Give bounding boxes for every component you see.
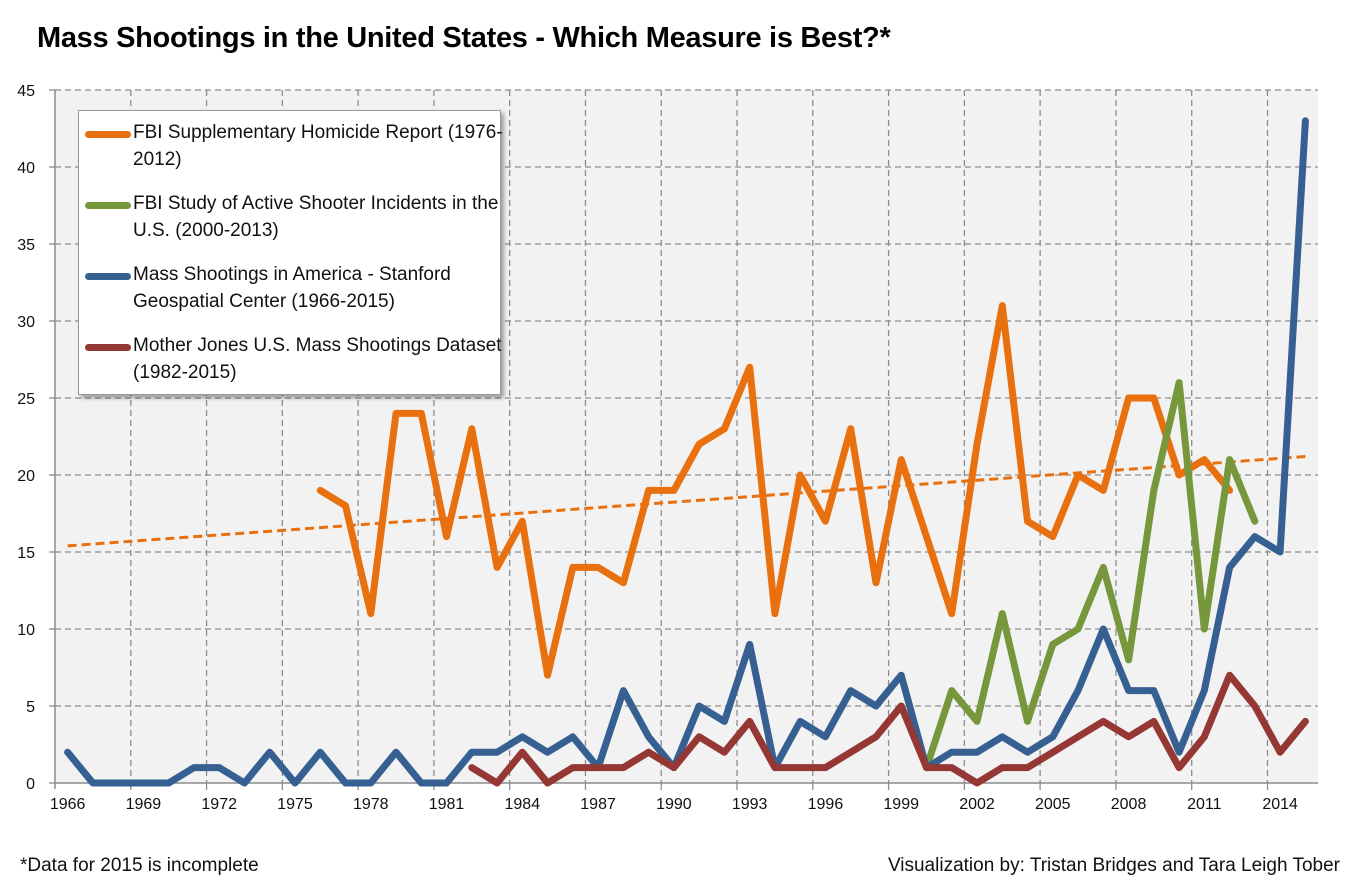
y-tick-label: 30 — [17, 314, 35, 331]
x-tick-label: 1996 — [808, 796, 844, 813]
x-tick-label: 2005 — [1035, 796, 1071, 813]
legend-item-stanford: Mass Shootings in America - Stanford Geo… — [85, 253, 505, 315]
chart-title: Mass Shootings in the United States - Wh… — [37, 22, 891, 54]
x-tick-label: 1993 — [732, 796, 768, 813]
trendline-group — [67, 455, 1306, 548]
y-tick-label: 20 — [17, 468, 35, 485]
x-tick-label: 1975 — [277, 796, 313, 813]
x-tick-label: 1969 — [126, 796, 162, 813]
legend-item-mother-jones: Mother Jones U.S. Mass Shootings Dataset… — [85, 324, 505, 386]
y-axis-ticks: 0 5 10 15 20 25 30 35 40 45 — [17, 83, 35, 793]
x-tick-label: 1966 — [50, 796, 86, 813]
series-line-mother-jones — [468, 671, 1309, 787]
y-tick-label: 40 — [17, 160, 35, 177]
y-tick-label: 5 — [26, 699, 35, 716]
x-tick-label: 2014 — [1262, 796, 1298, 813]
legend-swatch-orange — [85, 131, 131, 138]
y-tick-label: 0 — [26, 776, 35, 793]
legend-label: Mother Jones U.S. Mass Shootings Dataset… — [133, 335, 502, 383]
x-tick-label: 2011 — [1187, 796, 1222, 813]
credit-text: Visualization by: Tristan Bridges and Ta… — [887, 855, 1340, 876]
legend-swatch-red — [85, 344, 131, 351]
legend-swatch-green — [85, 202, 131, 209]
y-tick-label: 45 — [17, 83, 35, 100]
legend-label: FBI Supplementary Homicide Report (1976-… — [133, 122, 503, 170]
x-tick-label: 2008 — [1111, 796, 1147, 813]
x-tick-label: 1972 — [201, 796, 237, 813]
y-tick-label: 35 — [17, 237, 35, 254]
x-axis-ticks: 1966 1969 1972 1975 1978 1981 1984 1987 1990 1993… — [50, 796, 1298, 813]
x-tick-label: 2002 — [959, 796, 995, 813]
series-line-stanford — [64, 117, 1309, 787]
legend-label: Mass Shootings in America - Stanford Geo… — [133, 264, 451, 312]
x-tick-label: 1987 — [580, 796, 616, 813]
footnote: *Data for 2015 is incomplete — [20, 855, 259, 876]
series-line-fbi-active-shooter — [923, 379, 1259, 772]
legend-label: FBI Study of Active Shooter Incidents in… — [133, 193, 499, 241]
x-tick-label: 1978 — [353, 796, 389, 813]
axes — [54, 90, 1318, 789]
legend: FBI Supplementary Homicide Report (1976-… — [78, 110, 503, 395]
y-tick-label: 10 — [17, 622, 35, 639]
y-tick-label: 25 — [17, 391, 35, 408]
x-tick-label: 1990 — [656, 796, 692, 813]
series-group — [64, 117, 1309, 787]
x-tick-label: 1981 — [429, 796, 465, 813]
trendline — [67, 455, 1306, 548]
legend-item-fbi-active-shooter: FBI Study of Active Shooter Incidents in… — [85, 182, 505, 244]
series-line-fbi-shr — [316, 302, 1234, 679]
x-tick-label: 1984 — [505, 796, 541, 813]
x-tick-label: 1999 — [883, 796, 919, 813]
legend-swatch-blue — [85, 273, 131, 280]
legend-item-fbi-shr: FBI Supplementary Homicide Report (1976-… — [85, 111, 505, 173]
y-tick-label: 15 — [17, 545, 35, 562]
